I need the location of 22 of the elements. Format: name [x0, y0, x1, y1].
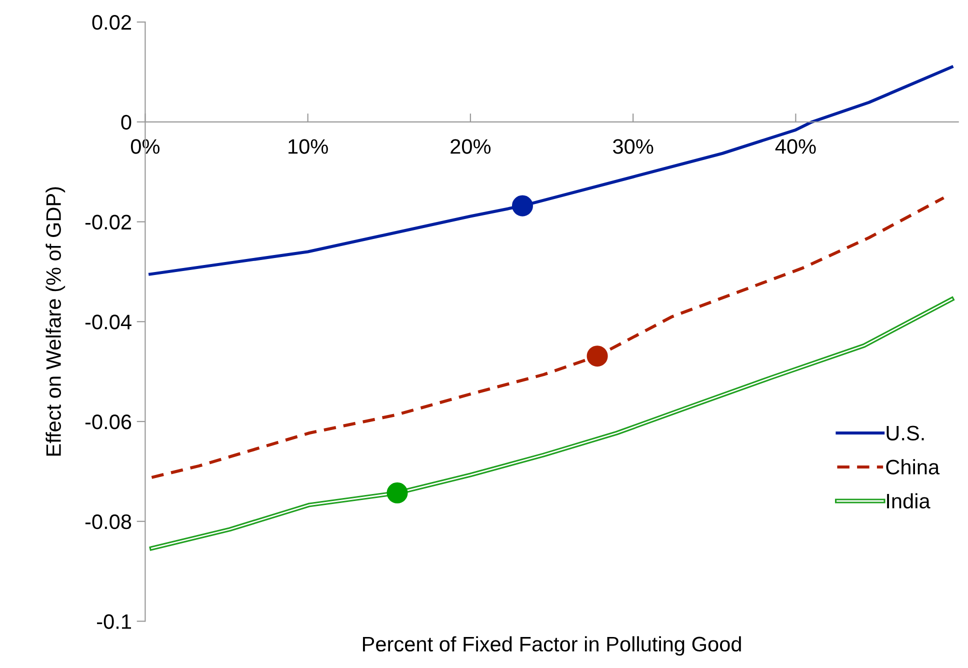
line-series	[150, 196, 946, 479]
y-tick-label: -0.1	[97, 614, 131, 629]
x-axis-title: Percent of Fixed Factor in Polluting Good	[362, 636, 741, 656]
x-tick-label: 30%	[613, 139, 654, 154]
legend-label: U.S.	[886, 426, 924, 440]
y-tick-label: -0.02	[85, 214, 131, 230]
y-tick-label: -0.06	[85, 414, 132, 430]
x-tick-label: 40%	[775, 139, 816, 154]
y-tick-label: 0	[121, 114, 132, 130]
point	[586, 346, 608, 367]
y-tick-label: 0.02	[92, 15, 131, 30]
x-tick-label: 10%	[288, 139, 328, 154]
legend-label: China	[886, 459, 940, 474]
point	[512, 195, 534, 216]
line-series	[149, 296, 954, 551]
y-tick-label: -0.08	[85, 514, 132, 530]
y-axis-title: Effect on Welfare (% of GDP)	[46, 187, 66, 456]
legend-label: India	[887, 493, 930, 508]
y-tick-label: -0.04	[85, 314, 132, 330]
point	[386, 482, 408, 504]
x-tick-label: 0%	[130, 139, 160, 154]
x-tick-label: 20%	[450, 139, 491, 154]
